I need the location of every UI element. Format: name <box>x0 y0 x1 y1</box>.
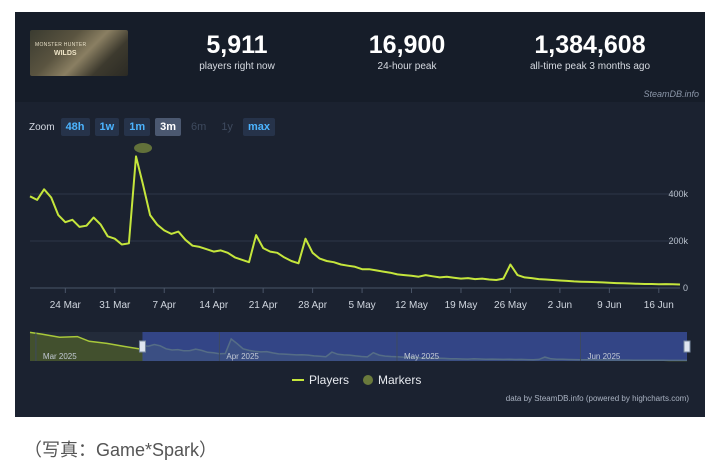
x-tick-label: 2 Jun <box>548 300 572 311</box>
players-line <box>29 155 681 286</box>
zoom-48h-button[interactable]: 48h <box>60 118 90 136</box>
zoom-1w-button[interactable]: 1w <box>94 118 120 136</box>
navigator-label: May 2025 <box>404 352 440 361</box>
zoom-max-button[interactable]: max <box>242 118 275 136</box>
navigator-label: Apr 2025 <box>226 352 259 361</box>
stat-label: players right now <box>199 61 275 72</box>
navigator-label: Jun 2025 <box>587 352 620 361</box>
stat-label: all-time peak 3 months ago <box>529 61 651 72</box>
thumbnail-subtitle: WILDS <box>54 50 77 57</box>
stat-value: 16,900 <box>368 31 446 59</box>
chart-legend: Players Markers <box>292 373 421 387</box>
zoom-1y-button: 1y <box>221 121 233 133</box>
chart-panel: MONSTER HUNTER WILDS 5,911 players right… <box>15 12 705 417</box>
marker-point <box>134 143 153 153</box>
zoom-controls: Zoom 48h 1w 1m 3m 6m 1y max <box>29 117 280 137</box>
x-tick-label: 5 May <box>348 300 375 311</box>
navigator-handle-right <box>683 340 691 353</box>
highcharts-credit[interactable]: data by SteamDB.info (powered by highcha… <box>505 394 689 403</box>
x-tick-label: 19 May <box>445 300 478 311</box>
y-tick-label: 0 <box>683 283 688 293</box>
stat-24h-peak: 16,900 24-hour peak <box>322 30 492 72</box>
x-tick-label: 26 May <box>494 300 527 311</box>
thumbnail-title: MONSTER HUNTER <box>35 42 87 48</box>
x-tick-label: 12 May <box>395 300 428 311</box>
x-tick-label: 16 Jun <box>644 300 674 311</box>
legend-markers[interactable]: Markers <box>378 373 422 387</box>
x-tick-label: 7 Apr <box>153 300 177 311</box>
stat-all-time-peak: 1,384,608 all-time peak 3 months ago <box>505 30 675 72</box>
markers-legend-swatch <box>363 375 374 385</box>
zoom-1m-button[interactable]: 1m <box>124 118 151 136</box>
zoom-3m-button[interactable]: 3m <box>155 118 182 136</box>
stat-value: 5,911 <box>206 31 268 59</box>
stat-value: 1,384,608 <box>534 31 646 59</box>
photo-caption: （写真：Game*Spark） <box>24 440 218 460</box>
x-tick-label: 21 Apr <box>249 300 279 311</box>
y-tick-label: 200k <box>668 236 688 246</box>
players-legend-swatch <box>292 379 304 381</box>
x-tick-label: 28 Apr <box>298 300 328 311</box>
x-tick-label: 9 Jun <box>597 300 621 311</box>
stat-label: 24-hour peak <box>377 61 437 72</box>
navigator-handle-left <box>138 340 146 353</box>
zoom-6m-button: 6m <box>191 121 207 133</box>
zoom-label: Zoom <box>29 121 55 133</box>
stats-header: MONSTER HUNTER WILDS 5,911 players right… <box>15 12 705 102</box>
legend-players[interactable]: Players <box>309 373 350 387</box>
steamdb-credit[interactable]: SteamDB.info <box>643 89 699 99</box>
x-tick-label: 14 Apr <box>199 300 229 311</box>
game-thumbnail[interactable]: MONSTER HUNTER WILDS <box>30 30 128 76</box>
navigator-selection <box>142 332 687 361</box>
x-tick-label: 24 Mar <box>50 300 82 311</box>
x-tick-label: 31 Mar <box>99 300 131 311</box>
y-tick-label: 400k <box>668 189 688 199</box>
player-count-chart[interactable]: 0 200k 400k 24 Mar 31 Mar 7 Apr 14 Apr 21 Apr 28… <box>15 12 705 417</box>
stat-players-now: 5,911 players right now <box>152 30 322 72</box>
navigator-label: Mar 2025 <box>43 352 77 361</box>
